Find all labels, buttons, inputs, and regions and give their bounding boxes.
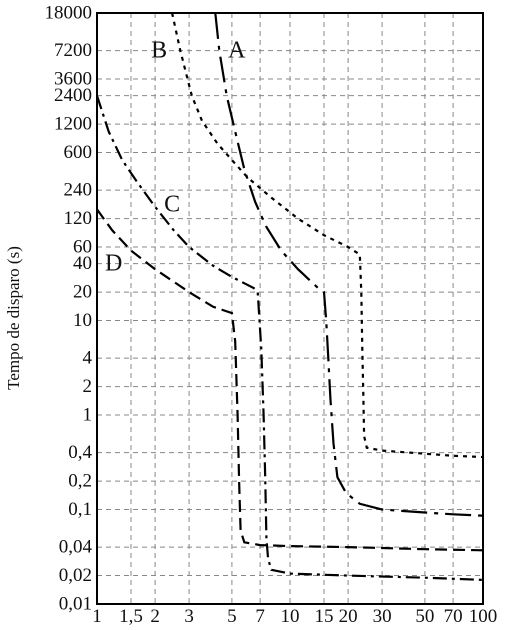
curve-d-line (96, 208, 484, 552)
curve-d-label: D (105, 251, 122, 277)
y-tick-label: 3600 (54, 69, 92, 90)
y-tick-label: 120 (64, 208, 93, 229)
y-tick-label: 0,1 (68, 499, 92, 520)
curve-b-line (171, 12, 484, 459)
y-tick-label: 10 (73, 310, 92, 331)
x-tick-label: 15 (314, 606, 333, 627)
y-tick-label: 1200 (54, 114, 92, 135)
x-tick-label: 5 (227, 606, 237, 627)
x-tick-label: 10 (281, 606, 300, 627)
x-tick-labels: 1 1,5 2 3 5 7 10 15 20 30 50 70 100 (92, 606, 497, 627)
x-tick-label: 30 (373, 606, 392, 627)
x-tick-label: 20 (339, 606, 358, 627)
plot-area-frame (96, 12, 484, 605)
y-tick-label: 600 (64, 142, 93, 163)
y-tick-label: 20 (73, 282, 92, 303)
x-tick-label: 1 (92, 606, 102, 627)
curve-a-label: A (228, 38, 246, 64)
y-tick-label: 240 (64, 180, 93, 201)
curve-c-line (95, 95, 484, 581)
x-tick-label: 3 (184, 606, 194, 627)
y-tick-label: 7200 (54, 40, 92, 61)
curve-b-label: B (151, 38, 167, 64)
y-tick-label: 18000 (45, 3, 93, 24)
y-tick-label: 2 (83, 376, 93, 397)
y-tick-label: 0,01 (59, 594, 92, 615)
curve-a-line (214, 12, 484, 517)
y-tick-label: 0,2 (68, 471, 92, 492)
series-layer (95, 12, 484, 581)
x-tick-label: 2 (150, 606, 160, 627)
y-tick-label: 0,02 (59, 565, 92, 586)
x-tick-label: 100 (469, 606, 498, 627)
chart-grid (96, 12, 484, 605)
x-tick-label: 1,5 (119, 606, 143, 627)
curve-c-label: C (164, 191, 180, 217)
y-tick-label: 0,04 (59, 537, 93, 558)
curve-labels: A B C D (105, 38, 246, 277)
x-tick-label: 7 (255, 606, 265, 627)
y-tick-label: 1 (83, 405, 93, 426)
y-tick-label: 40 (73, 253, 92, 274)
y-tick-label: 2400 (54, 85, 92, 106)
y-tick-label: 4 (83, 348, 93, 369)
y-tick-label: 60 (73, 237, 92, 258)
y-axis-label: Tempo de disparo (s) (4, 246, 23, 390)
x-tick-label: 50 (415, 606, 434, 627)
x-tick-label: 70 (444, 606, 463, 627)
y-tick-label: 0,4 (68, 442, 92, 463)
